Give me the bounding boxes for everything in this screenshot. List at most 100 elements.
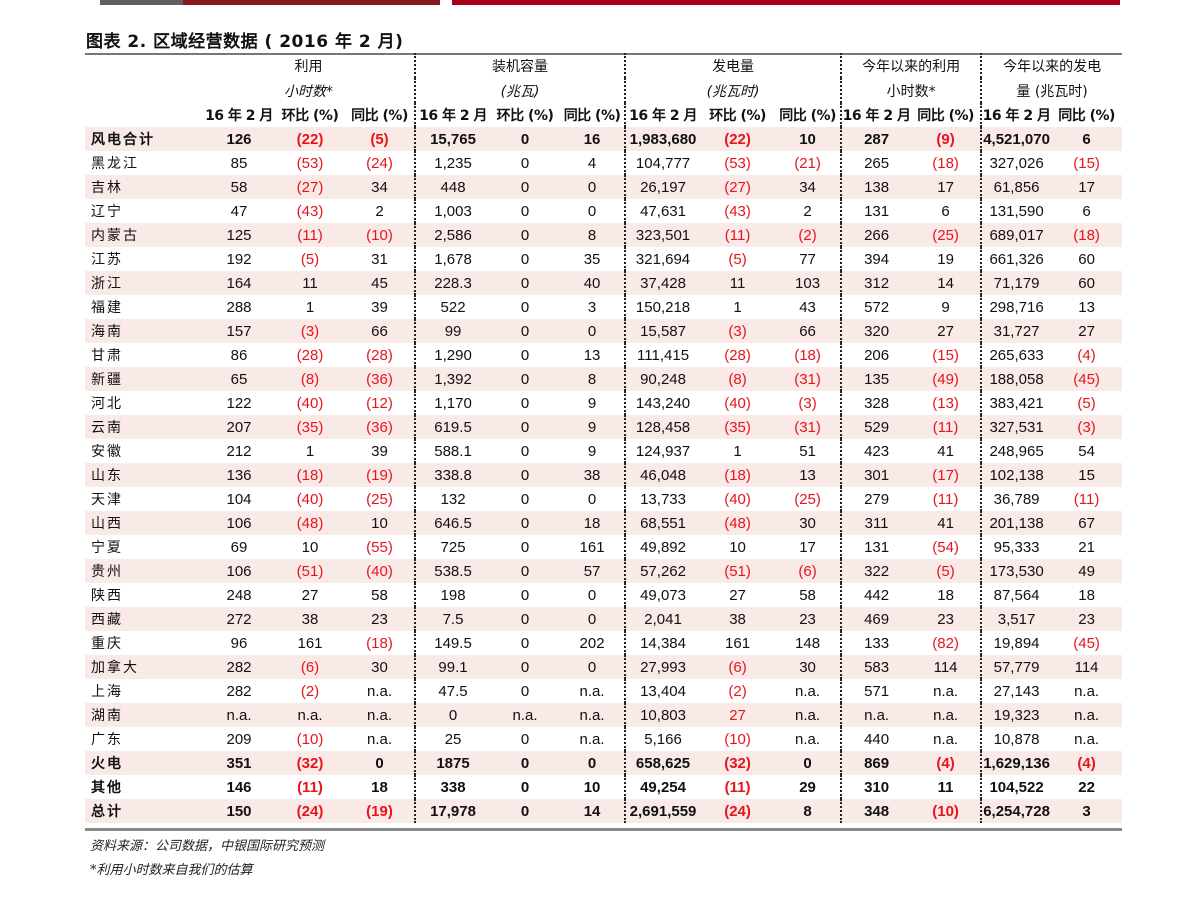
figure-title: 图表 2. 区域经营数据 ( 2016 年 2 月)	[86, 32, 404, 52]
table-cell: (27)	[275, 175, 345, 199]
table-cell: 619.5	[415, 415, 491, 439]
region-label: 总计	[85, 799, 203, 823]
table-cell: 0	[490, 175, 561, 199]
table-cell: 86	[230, 346, 248, 364]
table-cell: 327,026	[989, 154, 1044, 172]
table-cell: (17)	[911, 463, 983, 487]
table-cell: 529	[841, 415, 912, 439]
region-label: 新疆	[85, 367, 203, 391]
table-cell: 2,041	[625, 607, 701, 631]
table-cell: 96	[230, 634, 248, 652]
table-cell: n.a.	[560, 703, 627, 727]
table-cell: 67	[1051, 511, 1123, 535]
table-cell: 0	[520, 586, 530, 604]
table-cell: 583	[841, 655, 912, 679]
footnote: *利用小时数来自我们的估算	[90, 863, 253, 878]
table-cell: 104,777	[635, 154, 691, 172]
region-label: 加拿大	[85, 655, 203, 679]
table-cell: n.a.	[490, 703, 561, 727]
table-cell: (40)	[724, 394, 751, 412]
table-cell: 60	[1051, 271, 1123, 295]
group-header-line2: 小时数*	[203, 78, 417, 103]
table-cell: 4	[560, 151, 627, 175]
table-cell: (45)	[1051, 367, 1123, 391]
table-cell: 146	[226, 778, 252, 796]
region-label: 风电合计	[85, 127, 203, 151]
empty-cell	[85, 53, 203, 78]
table-cell: 0	[490, 751, 561, 775]
table-cell: 57	[560, 559, 627, 583]
table-cell: (21)	[775, 151, 843, 175]
table-cell: 279	[864, 490, 890, 508]
region-label: 安徽	[91, 444, 123, 460]
table-cell: 10	[729, 538, 746, 556]
column-header: 16 年 2 月	[982, 108, 1051, 124]
table-cell: 1	[733, 442, 742, 460]
table-cell: 0	[520, 250, 530, 268]
table-cell: (13)	[911, 391, 983, 415]
table-cell: (15)	[1073, 154, 1100, 172]
table-cell: (18)	[275, 463, 345, 487]
table-cell: 4,521,070	[981, 127, 1052, 151]
source-note: 资料来源：公司数据，中银国际研究预测	[90, 839, 325, 854]
table-cell: (3)	[275, 319, 345, 343]
table-cell: 287	[841, 127, 912, 151]
table-cell: 132	[440, 490, 466, 508]
table-cell: (11)	[275, 223, 345, 247]
table-cell: (53)	[724, 154, 751, 172]
table-cell: (12)	[345, 391, 417, 415]
table-cell: (5)	[728, 250, 747, 268]
table-cell: (55)	[345, 535, 417, 559]
table-cell: (2)	[300, 682, 320, 700]
table-cell: n.a.	[1051, 703, 1123, 727]
table-cell: 136	[203, 463, 275, 487]
table-row: 吉林 58 (27) 34 448 0 0 26,197 (27) 34 138 17 61,856 17	[85, 175, 1123, 199]
table-cell: n.a.	[560, 679, 627, 703]
table-cell: 45	[345, 271, 417, 295]
table-cell: (2)	[775, 223, 843, 247]
table-row: 云南 207 (35) (36) 619.5 0 9 128,458 (35) (31) 529 (1…	[85, 415, 1123, 439]
table-row: 西藏 272 38 23 7.5 0 0 2,041 38 23 469 23 3,517 23	[85, 607, 1123, 631]
region-label: 云南	[85, 415, 203, 439]
table-cell: 383,421	[989, 394, 1044, 412]
table-cell: (5)	[1077, 394, 1096, 412]
table-cell: 0	[490, 511, 561, 535]
table-cell: (3)	[775, 391, 843, 415]
table-cell: (51)	[700, 559, 776, 583]
table-cell: 9	[911, 295, 983, 319]
table-cell: (25)	[775, 487, 843, 511]
table-cell: (49)	[911, 367, 983, 391]
region-label: 吉林	[85, 175, 203, 199]
table-cell: (28)	[296, 346, 324, 364]
table-cell: 2	[775, 199, 843, 223]
group-header-row: 小时数* (兆瓦) (兆瓦时) 小时数* 量 (兆瓦时)	[85, 78, 1122, 103]
table-cell: (45)	[1073, 634, 1100, 652]
table-cell: 212	[226, 442, 252, 460]
table-cell: 0	[490, 799, 561, 823]
table-cell: 0	[520, 442, 530, 460]
table-cell: 85	[230, 154, 248, 172]
table-cell: 0	[520, 490, 530, 508]
table-cell: 23	[775, 607, 843, 631]
table-cell: 1,170	[434, 394, 472, 412]
table-cell: 689,017	[981, 223, 1052, 247]
table-cell: (40)	[296, 490, 324, 508]
column-header: 16 年 2 月	[419, 108, 487, 124]
table-cell: 228.3	[415, 271, 491, 295]
group-header-line1: 装机容量	[415, 53, 627, 78]
table-cell: 104,522	[989, 778, 1044, 796]
table-cell: 0	[490, 271, 561, 295]
table-cell: 0	[520, 682, 530, 700]
table-cell: 1,290	[434, 346, 472, 364]
table-cell: 36,789	[993, 490, 1040, 508]
table-cell: 6,254,728	[981, 799, 1052, 823]
table-cell: 13	[560, 343, 627, 367]
table-cell: 90,248	[625, 367, 701, 391]
table-row: 重庆 96 161 (18) 149.5 0 202 14,384 161 148 133 (82) 1…	[85, 631, 1122, 655]
table-cell: 0	[520, 538, 530, 556]
group-header-line2: (兆瓦时)	[625, 78, 843, 103]
table-cell: (8)	[275, 367, 345, 391]
table-cell: 0	[520, 730, 530, 748]
table-cell: 30	[775, 511, 843, 535]
table-cell: (82)	[911, 631, 983, 655]
